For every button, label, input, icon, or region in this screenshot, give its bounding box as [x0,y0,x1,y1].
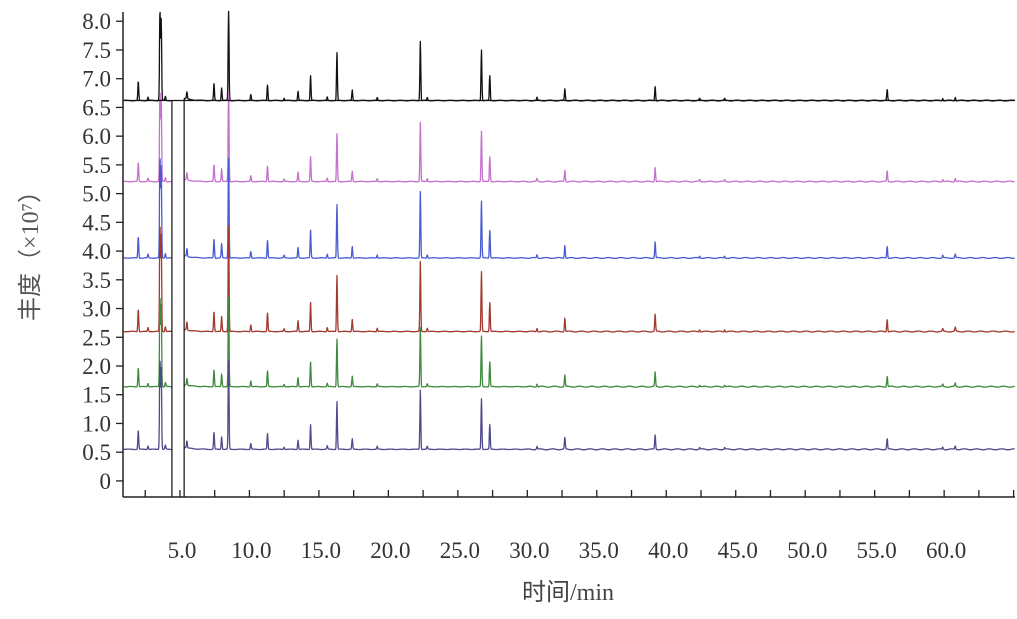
y-tick-label: 7.5 [82,38,111,63]
series-line-trace-1-segment-2 [183,10,1016,102]
x-tick-label: 35.0 [579,538,619,563]
x-tick-label: 40.0 [648,538,688,563]
x-axis-label: 时间/min [522,579,614,606]
series-line-trace-6-segment-2 [183,359,1016,451]
y-tick-label: 8.0 [82,9,111,34]
y-tick-label: 7.0 [82,67,111,92]
y-axis-label: 丰度（×10⁷） [17,179,44,321]
y-tick-label: 5.5 [82,153,111,178]
series-line-trace-3-segment-1 [123,158,173,259]
y-tick-label: 3.5 [82,268,111,293]
x-tick-label: 15.0 [301,538,341,563]
series-line-trace-5-segment-1 [123,297,173,388]
y-tick-label: 6.0 [82,124,111,149]
series-line-trace-4-segment-2 [183,225,1016,333]
x-tick-label: 25.0 [440,538,480,563]
x-tick-label: 45.0 [718,538,758,563]
y-tick-label: 5.0 [82,182,111,207]
x-tick-label: 5.0 [168,538,197,563]
series-line-trace-3-segment-2 [183,157,1016,260]
x-tick-label: 50.0 [787,538,827,563]
y-tick-label: 1.5 [82,383,111,408]
y-tick-label: 3.0 [82,297,111,322]
x-tick-label: 60.0 [926,538,966,563]
series-line-trace-4-segment-1 [123,226,173,333]
y-tick-label: 2.5 [82,325,111,350]
x-tick-label: 30.0 [509,538,549,563]
y-ticks: 0 0.5 1.0 1.5 2.0 2.5 3.0 3.5 4.0 4.5 5.0 5.5 6.0 6.5… [82,9,123,494]
y-tick-label: 4.5 [82,210,111,235]
y-tick-label: 0 [100,469,112,494]
traces [123,10,1016,451]
x-tick-label: 10.0 [231,538,271,563]
x-tick-label: 55.0 [857,538,897,563]
series-line-trace-6-segment-1 [123,360,173,451]
series-line-trace-5-segment-2 [183,296,1016,388]
x-tick-label: 20.0 [370,538,410,563]
y-tick-label: 2.0 [82,354,111,379]
series-line-trace-1-segment-1 [123,11,173,102]
x-ticks: 5.0 10.0 15.0 20.0 25.0 30.0 35.0 40.0 45.0 50.0 5… [144,490,1015,563]
series-line-trace-2-segment-1 [123,92,173,183]
axes [122,12,1015,498]
y-tick-label: 0.5 [82,440,111,465]
y-tick-label: 6.5 [82,95,111,120]
y-tick-label: 1.0 [82,411,111,436]
y-tick-label: 4.0 [82,239,111,264]
series-line-trace-2-segment-2 [183,92,1016,183]
